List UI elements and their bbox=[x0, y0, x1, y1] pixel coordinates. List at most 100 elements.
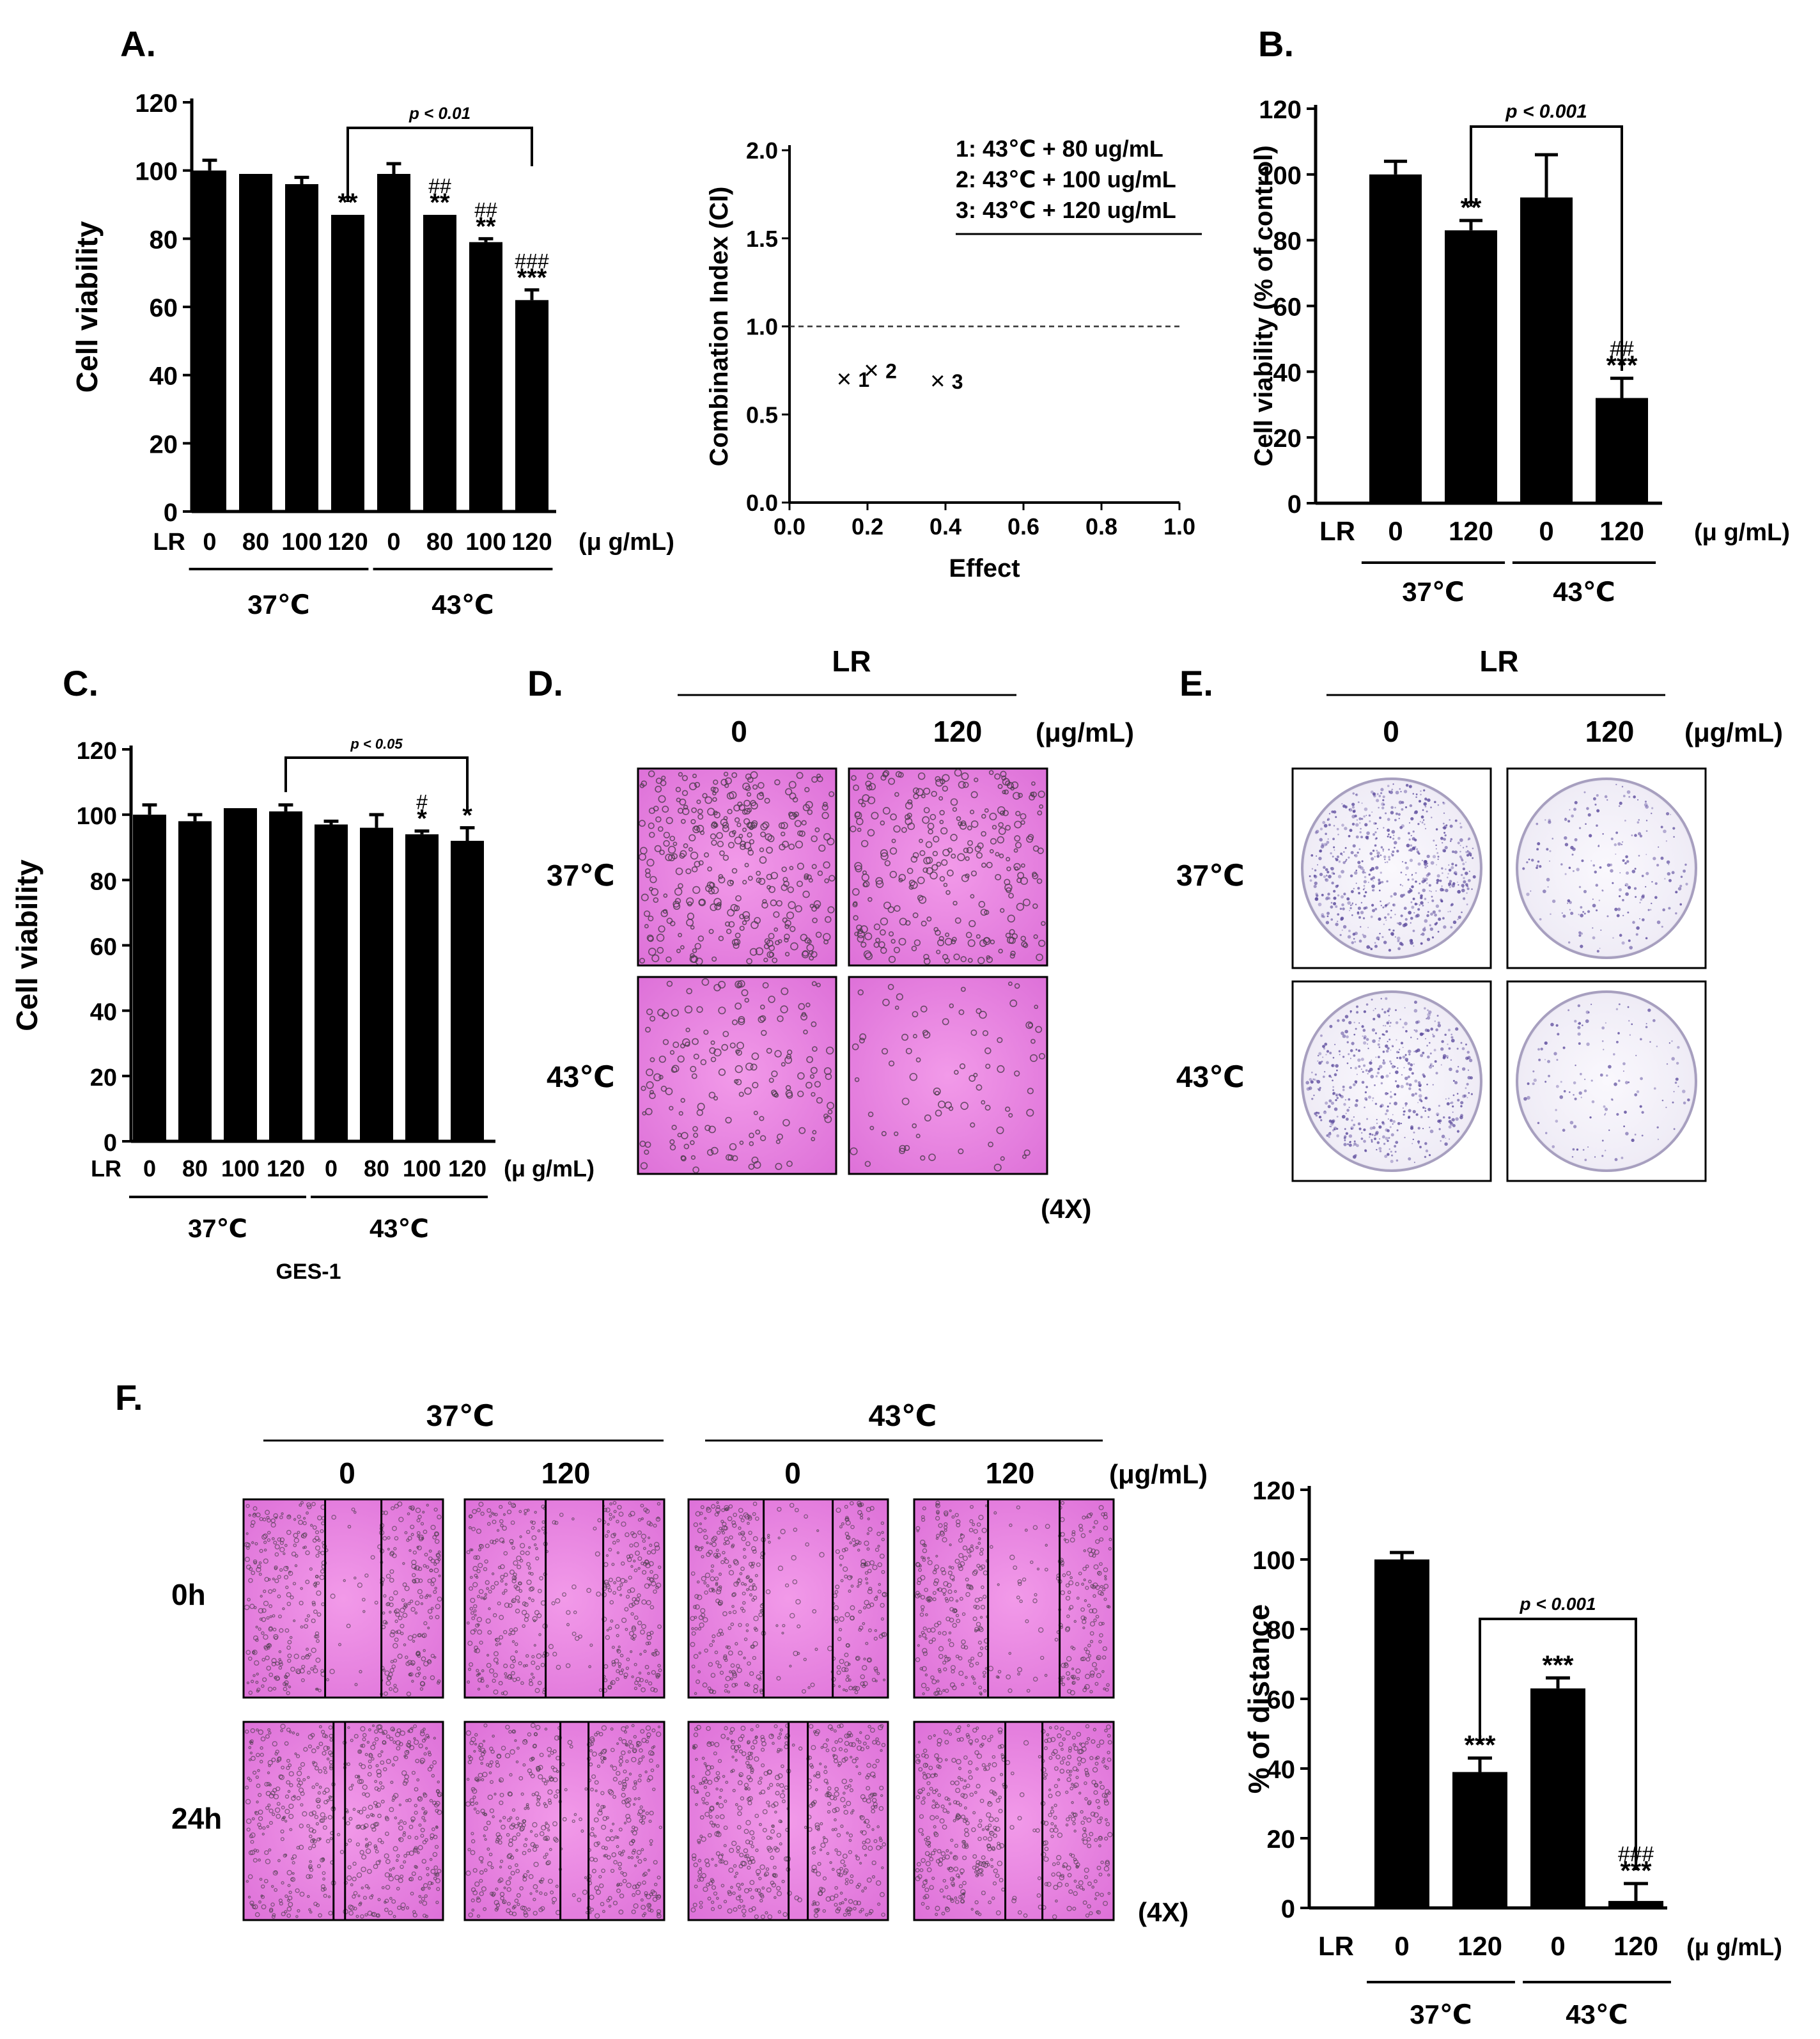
cell bbox=[751, 1546, 756, 1552]
cell bbox=[744, 1682, 749, 1687]
colony bbox=[1592, 864, 1596, 867]
cell bbox=[273, 1513, 279, 1519]
colony bbox=[1472, 847, 1474, 850]
cell bbox=[286, 1898, 290, 1902]
cell bbox=[264, 1781, 269, 1787]
colony bbox=[1328, 813, 1331, 815]
colony bbox=[1355, 793, 1357, 795]
cell bbox=[256, 1783, 261, 1788]
cell bbox=[387, 1536, 391, 1540]
colony bbox=[1374, 831, 1377, 834]
cell bbox=[1103, 1597, 1107, 1601]
colony bbox=[1355, 835, 1359, 839]
cell bbox=[763, 957, 768, 963]
cell bbox=[997, 1669, 1002, 1674]
cell bbox=[383, 1510, 388, 1515]
colony bbox=[1407, 879, 1410, 881]
cell bbox=[951, 1515, 955, 1519]
cell bbox=[389, 1807, 394, 1813]
colony bbox=[1347, 935, 1351, 939]
cell bbox=[809, 903, 814, 909]
colony bbox=[1334, 1043, 1336, 1045]
colony bbox=[1318, 1088, 1321, 1091]
cell bbox=[423, 1752, 427, 1756]
cell bbox=[284, 1680, 289, 1685]
colony bbox=[1369, 1067, 1373, 1072]
colony bbox=[1444, 846, 1448, 850]
cell bbox=[378, 1781, 383, 1785]
colony bbox=[1316, 1079, 1321, 1084]
colony bbox=[1687, 1098, 1690, 1102]
cell bbox=[737, 1577, 740, 1581]
cell bbox=[717, 902, 722, 907]
cell bbox=[618, 1662, 622, 1666]
cell bbox=[597, 1518, 602, 1522]
cell bbox=[404, 1774, 409, 1779]
cell bbox=[724, 1559, 729, 1564]
colony bbox=[1342, 1034, 1346, 1038]
colony bbox=[1382, 848, 1385, 850]
colony bbox=[1362, 1029, 1366, 1032]
colony bbox=[1622, 898, 1624, 902]
cell bbox=[844, 1574, 848, 1579]
cell bbox=[722, 1522, 727, 1527]
cell bbox=[932, 1591, 937, 1595]
colony bbox=[1466, 886, 1469, 887]
cell bbox=[321, 1857, 325, 1861]
cell bbox=[970, 1657, 975, 1660]
cell bbox=[816, 1097, 823, 1104]
cell bbox=[616, 1577, 621, 1582]
cell bbox=[264, 1577, 270, 1582]
colony bbox=[1353, 1123, 1356, 1127]
colony bbox=[1351, 914, 1353, 916]
cell bbox=[481, 1669, 485, 1673]
cell bbox=[495, 1538, 499, 1542]
colony bbox=[1388, 858, 1391, 861]
cell bbox=[788, 901, 796, 909]
cell bbox=[284, 1854, 288, 1857]
cell bbox=[777, 1133, 783, 1140]
cell bbox=[503, 1551, 508, 1556]
colony bbox=[1396, 1039, 1397, 1041]
cell bbox=[882, 1591, 887, 1598]
colony bbox=[1357, 861, 1361, 864]
colony bbox=[1313, 1094, 1315, 1097]
colony bbox=[1357, 1058, 1361, 1062]
cell bbox=[715, 1507, 721, 1513]
cell bbox=[935, 1501, 940, 1506]
cell bbox=[924, 1114, 931, 1121]
x-tick-label: 80 bbox=[426, 529, 453, 556]
cell bbox=[728, 1504, 733, 1509]
cell bbox=[742, 1601, 746, 1605]
colony bbox=[1621, 843, 1623, 845]
cell bbox=[928, 829, 933, 835]
colony bbox=[1639, 1105, 1642, 1108]
cell bbox=[396, 1629, 401, 1634]
cell bbox=[1061, 1501, 1065, 1505]
cell bbox=[255, 1680, 259, 1684]
cell bbox=[698, 1652, 702, 1655]
colony bbox=[1668, 907, 1671, 910]
colony bbox=[1369, 1132, 1372, 1136]
colony bbox=[1331, 1065, 1334, 1067]
colony bbox=[1547, 1059, 1551, 1063]
cell bbox=[293, 1619, 296, 1623]
colony bbox=[1574, 838, 1578, 841]
cell bbox=[292, 1871, 295, 1875]
cell bbox=[970, 870, 977, 877]
cell bbox=[723, 1654, 727, 1659]
cell bbox=[875, 937, 880, 943]
colony bbox=[1380, 846, 1383, 848]
cell bbox=[745, 1575, 749, 1579]
colony bbox=[1436, 1114, 1439, 1116]
cell bbox=[854, 862, 862, 870]
colony bbox=[1424, 827, 1427, 830]
cell bbox=[1073, 1620, 1077, 1623]
cell bbox=[359, 1744, 364, 1747]
cell bbox=[743, 1547, 746, 1551]
cell bbox=[402, 1582, 407, 1587]
colony bbox=[1408, 1067, 1412, 1071]
colony bbox=[1582, 1149, 1585, 1151]
colony bbox=[1363, 1128, 1366, 1132]
cell bbox=[495, 1662, 499, 1665]
